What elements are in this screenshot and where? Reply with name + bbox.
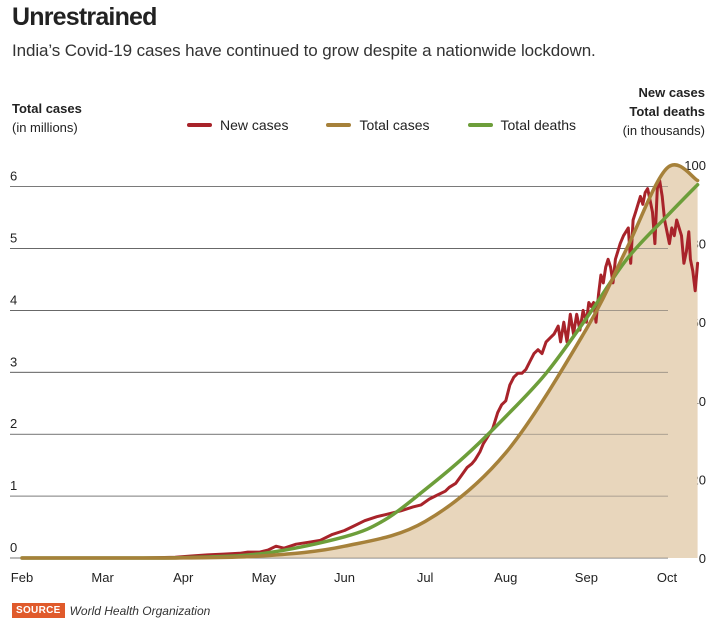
legend-swatch-new-cases xyxy=(187,123,212,127)
chart-subtitle: India’s Covid-19 cases have continued to… xyxy=(12,41,596,60)
right-axis-label: New cases Total deaths (in thousands) xyxy=(623,83,705,140)
legend-label-new-cases: New cases xyxy=(220,117,289,133)
source-note: SOURCE World Health Organization xyxy=(12,603,210,618)
legend-label-total-deaths: Total deaths xyxy=(500,117,577,133)
x-tick-label-sep: Sep xyxy=(575,570,598,585)
x-tick-label-oct: Oct xyxy=(657,570,678,585)
left-tick-label-4: 4 xyxy=(10,292,17,307)
left-tick-label-5: 5 xyxy=(10,231,17,246)
left-tick-label-3: 3 xyxy=(10,354,17,369)
left-tick-label-1: 1 xyxy=(10,478,17,493)
left-tick-label-0: 0 xyxy=(10,540,17,555)
total-cases-line xyxy=(20,163,700,560)
left-axis-label: Total cases (in millions) xyxy=(12,99,82,137)
legend-label-total-cases: Total cases xyxy=(359,117,430,133)
left-tick-label-6: 6 xyxy=(10,169,17,184)
left-axis-unit: (in millions) xyxy=(12,120,78,135)
left-tick-label-2: 2 xyxy=(10,416,17,431)
legend-item-new-cases: New cases xyxy=(187,117,288,133)
total-cases-area xyxy=(22,164,698,559)
legend: New cases Total cases Total deaths xyxy=(187,117,614,133)
x-tick-label-mar: Mar xyxy=(91,570,114,585)
x-tick-label-jul: Jul xyxy=(417,570,434,585)
x-tick-label-feb: Feb xyxy=(11,570,33,585)
x-tick-label-apr: Apr xyxy=(173,570,194,585)
right-tick-label-100: 100 xyxy=(684,158,706,173)
right-axis-title-2: Total deaths xyxy=(629,104,705,119)
right-axis-unit: (in thousands) xyxy=(622,123,705,138)
x-tick-label-may: May xyxy=(252,570,277,585)
left-axis-title: Total cases xyxy=(12,101,82,116)
right-axis-title-1: New cases xyxy=(638,85,706,100)
legend-item-total-deaths: Total deaths xyxy=(467,117,577,133)
source-tag: SOURCE xyxy=(12,603,65,618)
legend-item-total-cases: Total cases xyxy=(326,117,430,133)
x-tick-label-aug: Aug xyxy=(494,570,517,585)
chart-title: Unrestrained xyxy=(12,3,157,31)
legend-swatch-total-deaths xyxy=(467,123,493,127)
right-tick-label-0: 0 xyxy=(699,551,706,566)
legend-swatch-total-cases xyxy=(326,123,352,127)
x-tick-label-jun: Jun xyxy=(334,570,355,585)
source-org: World Health Organization xyxy=(69,603,211,618)
